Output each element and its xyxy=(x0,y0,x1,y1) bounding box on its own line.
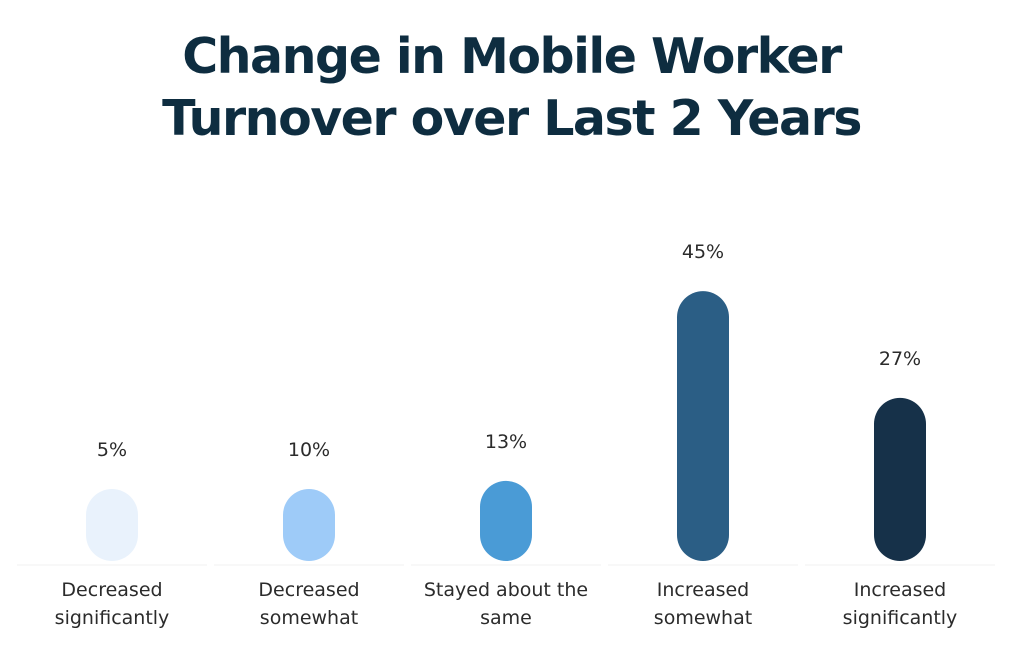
chart-title-line-1: Change in Mobile Worker xyxy=(182,28,842,85)
bar-value-label: 45% xyxy=(682,241,724,263)
category-label: Decreased somewhat xyxy=(258,579,359,629)
category-labels: Decreased significantly Decreased somewhat S… xyxy=(55,579,958,629)
bar-value-label: 13% xyxy=(485,431,527,453)
bar xyxy=(874,397,926,561)
category-label: Decreased significantly xyxy=(55,579,170,629)
category-label: Increased somewhat xyxy=(654,579,752,629)
bars xyxy=(86,291,926,561)
bar-value-label: 27% xyxy=(879,348,921,370)
bar xyxy=(86,489,138,561)
chart-title: Change in Mobile Worker Turnover over La… xyxy=(0,26,1023,150)
category-label: Stayed about the same xyxy=(424,579,588,629)
chart-title-line-2: Turnover over Last 2 Years xyxy=(162,90,862,147)
category-label: Increased significantly xyxy=(843,579,958,629)
bar-value-label: 5% xyxy=(97,439,127,461)
value-labels: 5% 10% 13% 45% 27% xyxy=(97,241,921,461)
bar xyxy=(480,480,532,561)
bar-value-label: 10% xyxy=(288,439,330,461)
bar xyxy=(677,291,729,561)
bar xyxy=(283,489,335,561)
